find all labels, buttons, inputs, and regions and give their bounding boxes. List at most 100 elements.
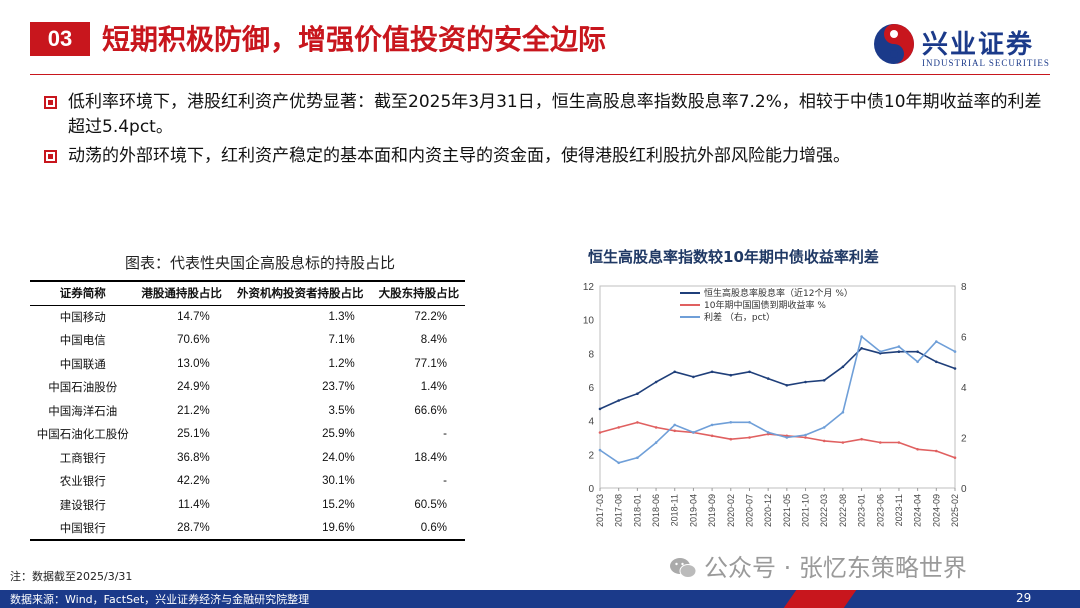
page-title: 短期积极防御，增强价值投资的安全边际 <box>102 23 607 56</box>
x-axis-tick-label: 2018-06 <box>651 494 661 527</box>
series-1-point <box>897 350 901 353</box>
bullet-square-icon <box>44 150 57 163</box>
page-number: 29 <box>1016 591 1032 605</box>
series-3-point <box>748 421 751 424</box>
series-1-point <box>822 379 826 382</box>
left-axis-tick-label: 2 <box>588 450 594 461</box>
series-2-point <box>598 431 602 434</box>
series-1-point <box>841 365 845 369</box>
percentage-cell: 24.0% <box>322 451 355 464</box>
series-3-point <box>916 360 919 364</box>
series-2-point <box>654 426 658 429</box>
legend-label-3: 利差 （右，pct） <box>704 311 775 323</box>
series-2-point <box>617 426 620 429</box>
series-1-point <box>654 380 658 384</box>
percentage-cell: 24.9% <box>177 381 210 394</box>
series-3-point <box>841 411 845 414</box>
percentage-cell: 72.2% <box>414 311 447 323</box>
x-axis-tick-label: 2019-09 <box>707 494 717 527</box>
bullet-list: 低利率环境下，港股红利资产优势显著：截至2025年3月31日，恒生高股息率指数股… <box>42 90 1052 173</box>
series-1-point <box>710 370 714 374</box>
series-2-point <box>804 436 807 439</box>
series-3-point <box>897 345 901 348</box>
x-axis-tick-label: 2025-02 <box>950 494 960 527</box>
x-axis-tick-label: 2021-05 <box>782 494 792 527</box>
plot-frame <box>599 285 956 489</box>
data-note: 注：数据截至2025/3/31 <box>10 570 133 583</box>
series-2-point <box>916 448 919 451</box>
series-2-point <box>879 441 882 444</box>
percentage-cell: 15.2% <box>322 498 355 511</box>
series-3-point <box>692 431 695 434</box>
table-row: 中国石油化工股份 25.1% 25.9% - <box>30 423 465 447</box>
percentage-cell: 8.4% <box>420 334 447 347</box>
security-name-cell: 农业银行 <box>59 476 106 489</box>
percentage-cell: 60.5% <box>414 498 447 511</box>
logo-text-en: INDUSTRIAL SECURITIES <box>922 58 1050 68</box>
series-3-point <box>598 448 602 452</box>
percentage-cell: 23.7% <box>322 381 355 394</box>
security-name-cell: 工商银行 <box>59 452 106 465</box>
table-body: 中国移动 14.7% 1.3% 72.2% 中国电信 70.6% 7.1% 8.4% 中国联通 1… <box>30 305 465 541</box>
x-axis-tick-label: 2024-04 <box>913 494 923 527</box>
security-name-cell: 中国电信 <box>59 335 106 348</box>
bullet-item: 低利率环境下，港股红利资产优势显著：截至2025年3月31日，恒生高股息率指数股… <box>42 90 1052 140</box>
bullet-text: 低利率环境下，港股红利资产优势显著：截至2025年3月31日，恒生高股息率指数股… <box>68 92 1042 137</box>
right-axis-tick-label: 2 <box>961 434 967 445</box>
percentage-cell: 28.7% <box>135 516 228 541</box>
x-axis-tick-label: 2022-08 <box>838 494 848 527</box>
percentage-cell: 1.2% <box>328 357 355 370</box>
x-axis-tick-label: 2023-01 <box>857 494 867 527</box>
series-2-point <box>636 421 639 424</box>
series-1-point <box>935 360 938 364</box>
table-row: 工商银行 36.8% 24.0% 18.4% <box>30 446 465 470</box>
percentage-cell: 42.2% <box>177 475 210 488</box>
security-name-cell: 中国银行 <box>30 516 136 541</box>
percentage-cell: 21.2% <box>177 404 210 417</box>
percentage-cell: 13.0% <box>177 357 210 370</box>
percentage-cell: 19.6% <box>227 516 373 541</box>
section-number-badge: 03 <box>30 22 90 56</box>
bullet-square-icon <box>44 96 57 109</box>
series-1-point <box>953 367 957 370</box>
percentage-cell: - <box>443 428 447 441</box>
x-axis-tick-label: 2023-11 <box>894 494 904 526</box>
series-line-2 <box>599 421 956 459</box>
percentage-cell: 3.5% <box>328 404 355 417</box>
percentage-cell: 36.8% <box>177 451 210 464</box>
percentage-cell: 11.4% <box>177 498 210 511</box>
series-3-point <box>935 340 938 343</box>
security-name-cell: 中国石油化工股份 <box>36 429 129 442</box>
x-axis-tick-label: 2021-10 <box>801 494 811 527</box>
column-header: 证券简称 <box>30 280 136 306</box>
series-2-point <box>673 429 676 433</box>
security-name-cell: 中国海洋石油 <box>48 405 118 418</box>
series-1-point <box>673 370 676 374</box>
series-1-point <box>785 384 789 387</box>
series-3-point <box>879 350 882 353</box>
watermark-text: 公众号 · 张忆东策略世界 <box>704 554 967 582</box>
legend-label-2: 10年期中国国债到期收益率 % <box>704 299 826 311</box>
percentage-cell: 70.6% <box>177 334 210 347</box>
x-axis-tick-label: 2019-04 <box>688 494 698 527</box>
series-1-point <box>766 377 770 380</box>
series-3-point <box>636 456 639 459</box>
percentage-cell: 18.4% <box>414 451 447 464</box>
column-header: 大股东持股占比 <box>372 280 465 306</box>
series-1-point <box>598 407 602 411</box>
header-divider <box>30 74 1050 75</box>
series-2-point <box>860 437 863 441</box>
percentage-cell: 7.1% <box>328 334 355 347</box>
percentage-cell: 77.1% <box>414 357 447 370</box>
left-axis-tick-label: 0 <box>588 484 594 495</box>
x-axis-tick-label: 2020-12 <box>763 494 773 527</box>
left-axis-tick-label: 4 <box>588 417 594 428</box>
table-row: 中国银行 28.7% 19.6% 0.6% <box>30 516 465 541</box>
spread-line-chart: 0 2 4 6 8 10 12 0 2 4 6 8 2017-03 2017-08 2018-01 2018-… <box>583 282 967 527</box>
x-axis-tick-label: 2018-11 <box>670 494 680 526</box>
x-axis-tick-label: 2017-08 <box>614 494 624 527</box>
series-1-point <box>804 380 807 384</box>
series-3-point <box>710 423 714 427</box>
series-line-3 <box>599 335 956 464</box>
table-row: 中国石油股份 24.9% 23.7% 1.4% <box>30 376 465 400</box>
